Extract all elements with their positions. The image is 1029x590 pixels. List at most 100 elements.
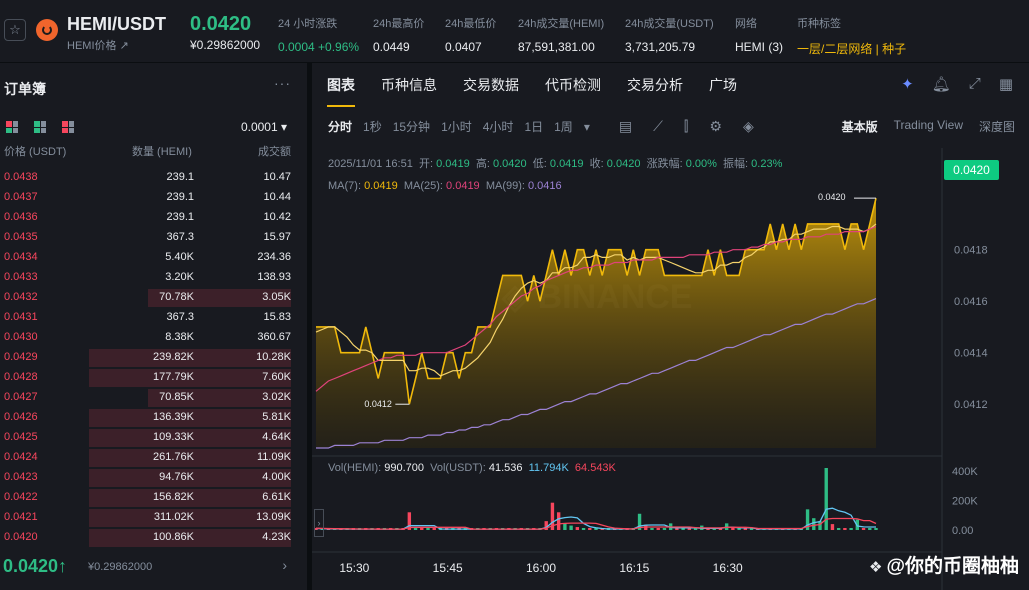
last-price-fiat: ¥0.29862000 (190, 38, 261, 52)
ask-qty: 70.85K (159, 391, 194, 403)
star-icon: ☆ (9, 22, 21, 37)
volume-bar (843, 528, 847, 530)
ask-row[interactable]: 0.0433 3.20K 138.93 (0, 268, 307, 288)
volume-bar (818, 521, 822, 530)
high-label: 高: (475, 158, 490, 170)
coin-price-link[interactable]: HEMI价格 ↗ (67, 40, 129, 52)
vol-base-value: 990.700 (384, 462, 425, 474)
ask-row[interactable]: 0.0438 239.1 10.47 (0, 168, 307, 188)
view-both-icon[interactable] (6, 121, 18, 133)
ask-row[interactable]: 0.0432 70.78K 3.05K (0, 288, 307, 308)
high-marker-label: 0.0420 (818, 192, 846, 202)
view-option[interactable]: Trading View (893, 118, 963, 132)
volume-bar (637, 513, 642, 530)
ask-row[interactable]: 0.0420 100.86K 4.23K (0, 528, 307, 548)
collapse-toolbar-button[interactable]: › (314, 509, 324, 537)
x-tick-label: 16:00 (526, 561, 556, 575)
layout-grid-icon[interactable]: ▦ (998, 76, 1013, 93)
more-options-button[interactable]: ··· (274, 75, 291, 91)
x-tick-label: 16:15 (619, 561, 649, 575)
layers-icon[interactable]: ◈ (742, 118, 754, 134)
ask-row[interactable]: 0.0429 239.82K 10.28K (0, 348, 307, 368)
calendar-icon[interactable]: ▤ (618, 118, 633, 134)
volume-ma5-line (315, 507, 876, 530)
interval-option[interactable]: 1秒 (363, 120, 382, 134)
col-total: 成交额 (258, 146, 291, 158)
price-chart[interactable]: ◈ BINANCE0.04180.04160.04140.04120.04200… (312, 148, 1029, 590)
view-option[interactable]: 深度图 (978, 120, 1015, 134)
volume-bar (830, 524, 835, 530)
ask-row[interactable]: 0.0423 94.76K 4.00K (0, 468, 307, 488)
ask-row[interactable]: 0.0425 109.33K 4.64K (0, 428, 307, 448)
trading-pair-title[interactable]: HEMI/USDT (67, 14, 166, 34)
stat-label: 24h成交量(USDT) (625, 18, 714, 30)
ask-total: 3.02K (262, 391, 291, 403)
order-book-last-price[interactable]: 0.0420↑ ¥0.29862000 › (0, 549, 307, 585)
volume-bar (812, 518, 816, 530)
expand-icon[interactable]: ⤢ (968, 75, 981, 92)
stat-label: 24h成交量(HEMI) (518, 18, 605, 30)
stat-coin-tags[interactable]: 币种标签 一层/二层网络 | 种子 (797, 15, 906, 57)
binance-square-logo-icon: ❖ (869, 559, 883, 576)
tick-size-select[interactable]: 0.0001 ▾ (240, 120, 287, 134)
view-asks-icon[interactable] (62, 121, 74, 133)
ask-price: 0.0427 (4, 391, 38, 403)
ask-row[interactable]: 0.0422 156.82K 6.61K (0, 488, 307, 508)
ask-row[interactable]: 0.0435 367.3 15.97 (0, 228, 307, 248)
ask-row[interactable]: 0.0421 311.02K 13.09K (0, 508, 307, 528)
volume-bar (420, 528, 424, 530)
bell-icon[interactable]: 🔔︎ (931, 76, 951, 93)
favorite-star-button[interactable]: ☆ (4, 19, 26, 41)
panel-tab[interactable]: 图表 (327, 75, 355, 107)
ask-row[interactable]: 0.0431 367.3 15.83 (0, 308, 307, 328)
open-value: 0.0419 (436, 158, 470, 170)
y-tick-label: 0.0414 (954, 348, 988, 360)
stat-network[interactable]: 网络 HEMI (3) (735, 15, 783, 54)
interval-option[interactable]: 15分钟 (392, 120, 431, 134)
interval-option[interactable]: 4小时 (482, 120, 514, 134)
indicator-icon[interactable]: ⟋ (653, 118, 663, 134)
change-value: 0.00% (685, 158, 717, 170)
volume-ma10-line (315, 517, 877, 530)
ma99-value: 0.0416 (528, 180, 562, 192)
panel-tab[interactable]: 交易分析 (627, 77, 683, 93)
interval-option[interactable]: 1小时 (441, 120, 472, 134)
panel-tab[interactable]: 交易数据 (463, 77, 519, 93)
ma99-line (316, 298, 877, 449)
volume-bar (868, 528, 872, 530)
depth-bar (147, 289, 291, 307)
vol-ma10-value: 64.543K (574, 462, 616, 474)
ask-row[interactable]: 0.0437 239.1 10.44 (0, 188, 307, 208)
candle-icon[interactable]: ⫿ (683, 118, 689, 134)
panel-tab[interactable]: 广场 (709, 77, 737, 93)
interval-option[interactable]: 分时 (328, 120, 353, 134)
ai-sparkle-icon[interactable]: ✦ (901, 76, 914, 93)
ohlc-legend: 2025/11/01 16:51 开: 0.0419 高: 0.0420 低: … (328, 155, 782, 171)
view-option[interactable]: 基本版 (841, 120, 878, 134)
interval-option[interactable]: 1日 (524, 120, 544, 134)
ask-row[interactable]: 0.0436 239.1 10.42 (0, 208, 307, 228)
interval-more-dropdown[interactable]: ▾ (583, 119, 590, 134)
chevron-right-icon[interactable]: › (282, 557, 287, 573)
volume-bar (737, 528, 741, 530)
ask-row[interactable]: 0.0424 261.76K 11.09K (0, 448, 307, 468)
view-bids-icon[interactable] (34, 121, 46, 133)
interval-option[interactable]: 1周 (554, 120, 573, 134)
ask-row[interactable]: 0.0427 70.85K 3.02K (0, 388, 307, 408)
vol-quote-value: 41.536 (488, 462, 523, 474)
panel-tab[interactable]: 代币检测 (545, 77, 601, 93)
vol-quote-label: Vol(USDT): (430, 462, 486, 474)
ask-row[interactable]: 0.0434 5.40K 234.36 (0, 248, 307, 268)
ask-row[interactable]: 0.0428 177.79K 7.60K (0, 368, 307, 388)
open-label: 开: (418, 158, 434, 170)
ask-price: 0.0430 (4, 331, 38, 343)
ask-row[interactable]: 0.0426 136.39K 5.81K (0, 408, 307, 428)
volume-bar (681, 528, 685, 530)
settings-icon[interactable]: ⚙ (709, 118, 722, 134)
panel-tab[interactable]: 币种信息 (381, 77, 437, 93)
volume-bar (874, 528, 878, 530)
volume-bar (824, 468, 828, 530)
watermark: ❖ @你的币圈柚柚 (869, 551, 1019, 578)
ask-row[interactable]: 0.0430 8.38K 360.67 (0, 328, 307, 348)
ask-qty: 239.1 (166, 191, 194, 203)
